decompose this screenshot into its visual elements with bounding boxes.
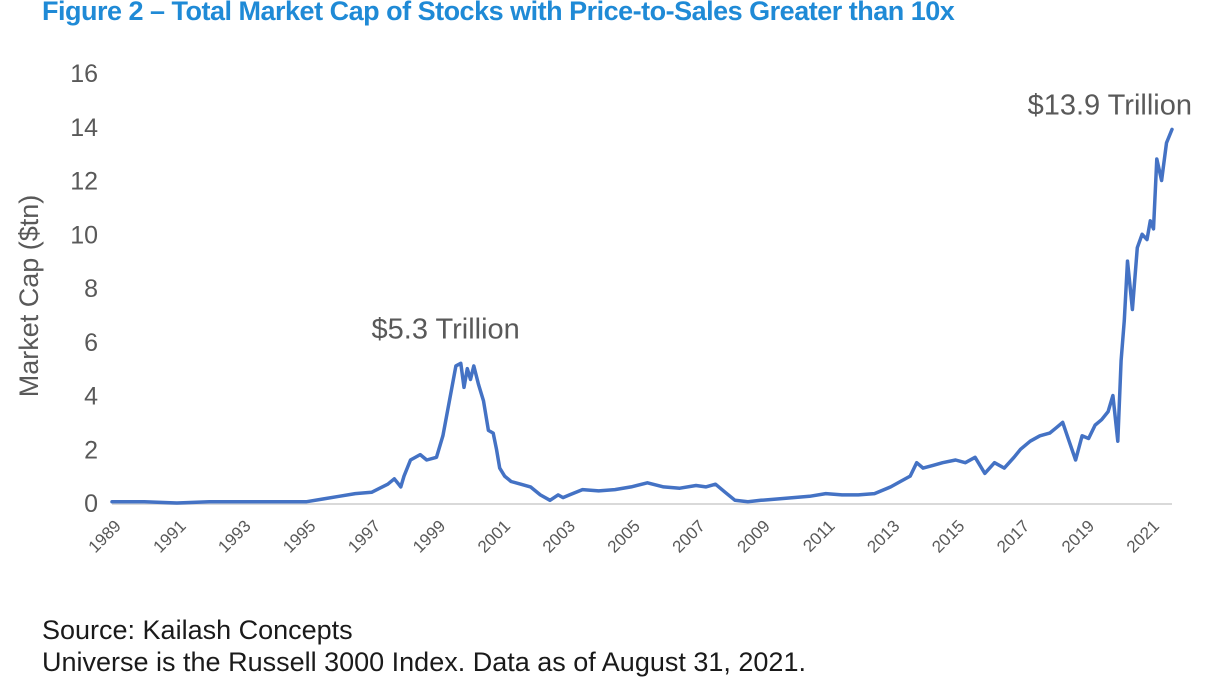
x-tick-label: 2015 [928,516,968,556]
y-tick-label: 2 [84,436,98,464]
source-note: Source: Kailash Concepts [42,615,353,645]
y-axis-title: Market Cap ($tn) [14,195,44,398]
chart-notes: Source: Kailash Concepts Universe is the… [42,614,806,678]
x-axis-ticks: 1989 1991 1993 1995 1997 1999 2001 2003 2005 2007… [85,516,1163,556]
y-tick-label: 0 [84,490,98,518]
figure-title: Figure 2 – Total Market Cap of Stocks wi… [42,0,955,26]
x-tick-label: 2005 [604,516,644,556]
x-tick-label: 2003 [539,516,579,556]
x-tick-label: 1993 [214,516,254,556]
y-tick-label: 16 [70,60,98,88]
y-tick-label: 12 [70,168,98,196]
y-axis-ticks: 0 2 4 6 8 10 12 14 16 [70,60,98,518]
x-tick-label: 2019 [1058,516,1098,556]
x-tick-label: 2017 [993,516,1033,556]
x-tick-label: 1999 [409,516,449,556]
universe-note: Universe is the Russell 3000 Index. Data… [42,647,806,677]
x-tick-label: 2007 [669,516,709,556]
line-chart: 0 2 4 6 8 10 12 14 16 1989 1991 1993 1995 1997 1999 20… [14,60,1192,557]
y-tick-label: 6 [84,329,98,357]
x-tick-label: 1989 [85,516,125,556]
x-tick-label: 2021 [1123,516,1163,556]
y-tick-label: 10 [70,221,98,249]
annotation-label: $13.9 Trillion [1028,89,1192,121]
y-tick-label: 14 [70,114,98,142]
y-tick-label: 8 [84,275,98,303]
series-line [110,127,1174,505]
x-tick-label: 2009 [734,516,774,556]
x-tick-label: 1997 [344,516,384,556]
x-tick-label: 1991 [150,516,190,556]
x-tick-label: 2001 [474,516,514,556]
y-tick-label: 4 [84,383,98,411]
x-tick-label: 2013 [863,516,903,556]
x-tick-label: 2011 [799,516,838,555]
x-tick-label: 1995 [279,516,319,556]
annotation-label: $5.3 Trillion [372,314,520,346]
annotations: $5.3 Trillion $13.9 Trillion [372,89,1192,345]
